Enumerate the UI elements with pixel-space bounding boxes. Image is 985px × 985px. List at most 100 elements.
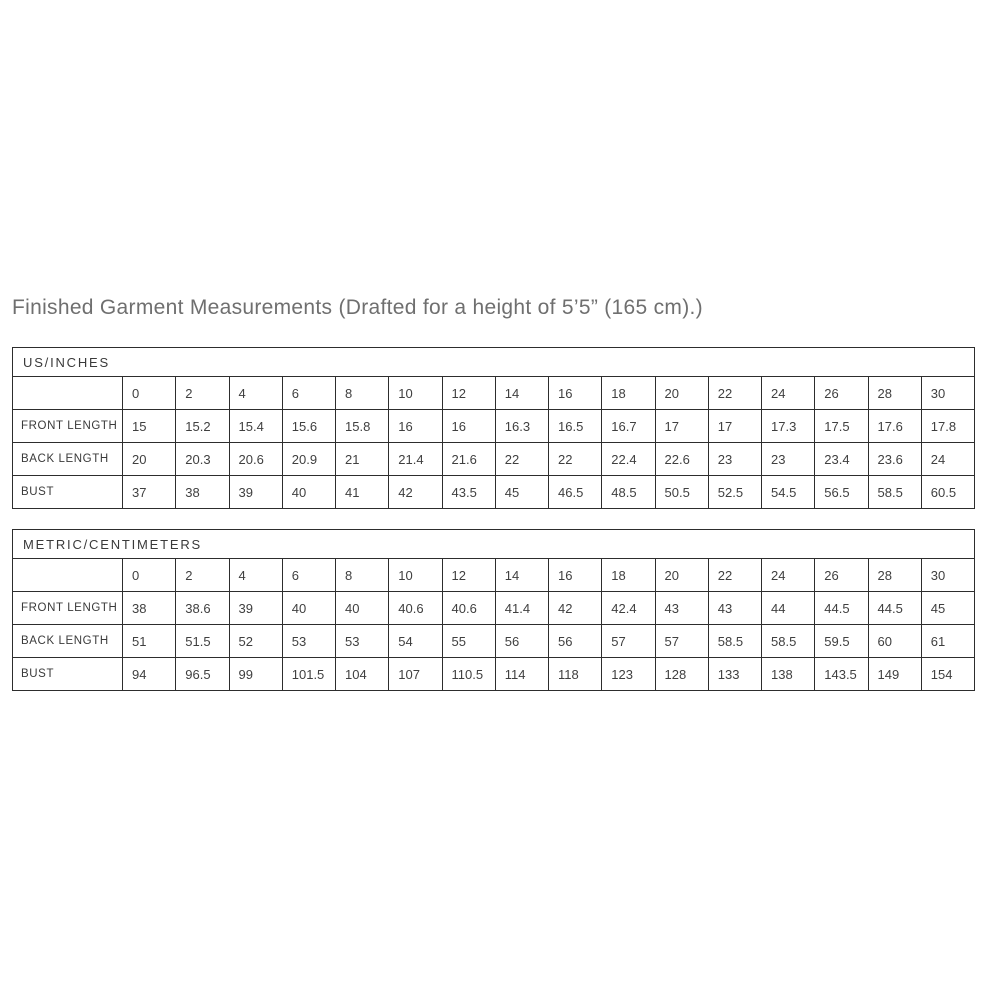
measurement-cell: 48.5 <box>601 475 656 509</box>
measurement-cell: 24 <box>920 442 976 476</box>
measurement-cell: 37 <box>121 475 177 509</box>
measurement-cell: 50.5 <box>654 475 709 509</box>
size-header-cell: 0 <box>121 376 177 410</box>
measurement-cell: 17.8 <box>920 409 976 443</box>
measurement-cell: 51 <box>121 624 177 658</box>
size-header-cell: 6 <box>281 376 337 410</box>
measurement-cell: 21.4 <box>388 442 443 476</box>
size-header-cell: 24 <box>760 558 816 592</box>
measurement-table-inches: US/INCHES 0 2 4 6 8 10 12 14 16 18 20 22 24 26 28 30 FRON… <box>12 347 976 509</box>
size-header-cell: 26 <box>814 558 869 592</box>
measurement-cell: 110.5 <box>441 657 496 691</box>
measurement-cell: 16 <box>441 409 496 443</box>
size-header-cell: 30 <box>920 558 976 592</box>
measurement-cell: 56.5 <box>814 475 869 509</box>
measurement-cell: 40 <box>281 475 337 509</box>
measurement-row: FRONT LENGTH 15 15.2 15.4 15.6 15.8 16 16 16.3 16… <box>12 409 976 443</box>
measurement-row: BACK LENGTH 20 20.3 20.6 20.9 21 21.4 21.6 22 22 2… <box>12 442 976 476</box>
measurement-row: BACK LENGTH 51 51.5 52 53 53 54 55 56 56 57 57 58.5 5… <box>12 624 976 658</box>
measurement-cell: 15.2 <box>175 409 230 443</box>
measurement-cell: 42 <box>547 591 603 625</box>
measurement-row: BUST 94 96.5 99 101.5 104 107 110.5 114 118 123 128… <box>12 657 976 691</box>
size-header-row: 0 2 4 6 8 10 12 14 16 18 20 22 24 26 28 30 <box>12 376 976 410</box>
table-title-row: METRIC/CENTIMETERS <box>12 529 975 559</box>
measurement-cell: 23.4 <box>814 442 869 476</box>
size-header-cell: 0 <box>121 558 177 592</box>
measurement-cell: 41.4 <box>494 591 550 625</box>
size-header-row: 0 2 4 6 8 10 12 14 16 18 20 22 24 26 28 30 <box>12 558 976 592</box>
row-label: BUST <box>12 657 123 691</box>
measurement-cell: 114 <box>494 657 550 691</box>
measurement-cell: 43.5 <box>441 475 496 509</box>
measurement-cell: 60.5 <box>920 475 976 509</box>
measurement-cell: 22.6 <box>654 442 709 476</box>
measurement-cell: 133 <box>707 657 763 691</box>
measurement-cell: 51.5 <box>175 624 230 658</box>
measurement-cell: 52 <box>228 624 283 658</box>
row-label: FRONT LENGTH <box>12 409 123 443</box>
measurement-cell: 17 <box>654 409 709 443</box>
measurement-cell: 53 <box>334 624 390 658</box>
measurement-cell: 104 <box>334 657 390 691</box>
measurement-cell: 58.5 <box>707 624 763 658</box>
measurement-cell: 54.5 <box>760 475 816 509</box>
measurement-cell: 61 <box>920 624 976 658</box>
measurement-cell: 52.5 <box>707 475 763 509</box>
measurement-cell: 43 <box>707 591 763 625</box>
measurement-cell: 20.6 <box>228 442 283 476</box>
measurement-cell: 22.4 <box>601 442 656 476</box>
measurement-cell: 17.5 <box>814 409 869 443</box>
measurement-cell: 15.8 <box>334 409 390 443</box>
measurement-cell: 58.5 <box>867 475 922 509</box>
measurement-cell: 60 <box>867 624 922 658</box>
table-title: METRIC/CENTIMETERS <box>12 529 975 559</box>
measurement-cell: 143.5 <box>814 657 869 691</box>
measurement-cell: 20.3 <box>175 442 230 476</box>
measurement-cell: 40.6 <box>441 591 496 625</box>
measurement-cell: 54 <box>388 624 443 658</box>
measurement-cell: 59.5 <box>814 624 869 658</box>
measurement-cell: 39 <box>228 475 283 509</box>
size-header-cell: 28 <box>867 376 922 410</box>
size-header-cell: 14 <box>494 376 550 410</box>
size-header-cell: 12 <box>441 558 496 592</box>
measurement-cell: 46.5 <box>547 475 603 509</box>
measurement-cell: 20 <box>121 442 177 476</box>
measurement-cell: 149 <box>867 657 922 691</box>
size-header-cell: 4 <box>228 558 283 592</box>
measurement-cell: 17 <box>707 409 763 443</box>
size-header-cell: 30 <box>920 376 976 410</box>
measurement-table-centimeters: METRIC/CENTIMETERS 0 2 4 6 8 10 12 14 16 18 20 22 24 2… <box>12 529 976 691</box>
size-header-cell: 6 <box>281 558 337 592</box>
size-header-cell: 20 <box>654 558 709 592</box>
size-header-cell: 14 <box>494 558 550 592</box>
size-header-cell: 28 <box>867 558 922 592</box>
measurement-cell: 17.6 <box>867 409 922 443</box>
measurement-cell: 96.5 <box>175 657 230 691</box>
measurement-cell: 23 <box>707 442 763 476</box>
row-label: BUST <box>12 475 123 509</box>
measurement-cell: 58.5 <box>760 624 816 658</box>
measurement-cell: 118 <box>547 657 603 691</box>
measurement-cell: 41 <box>334 475 390 509</box>
measurement-cell: 16.3 <box>494 409 550 443</box>
row-label: FRONT LENGTH <box>12 591 123 625</box>
page-title: Finished Garment Measurements (Drafted f… <box>12 296 703 319</box>
measurement-cell: 44.5 <box>814 591 869 625</box>
measurement-cell: 38 <box>175 475 230 509</box>
measurement-cell: 123 <box>601 657 656 691</box>
measurement-cell: 45 <box>920 591 976 625</box>
size-header-cell: 16 <box>547 558 603 592</box>
measurement-cell: 56 <box>494 624 550 658</box>
size-header-cell: 10 <box>388 558 443 592</box>
measurement-cell: 22 <box>494 442 550 476</box>
size-header-cell: 2 <box>175 376 230 410</box>
corner-empty-cell <box>12 558 123 592</box>
size-header-cell: 10 <box>388 376 443 410</box>
measurement-row: FRONT LENGTH 38 38.6 39 40 40 40.6 40.6 41.4 42 42… <box>12 591 976 625</box>
table-title-row: US/INCHES <box>12 347 975 377</box>
measurement-cell: 38 <box>121 591 177 625</box>
measurement-cell: 57 <box>654 624 709 658</box>
size-header-cell: 12 <box>441 376 496 410</box>
